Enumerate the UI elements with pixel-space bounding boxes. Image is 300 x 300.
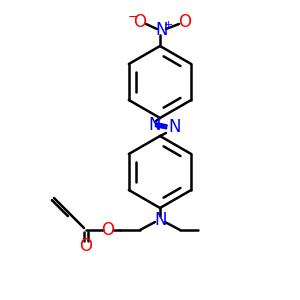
Text: O: O xyxy=(178,13,191,31)
Text: O: O xyxy=(134,13,146,31)
Text: N: N xyxy=(169,118,181,136)
Text: N: N xyxy=(149,116,161,134)
Text: O: O xyxy=(101,221,115,239)
Text: O: O xyxy=(80,237,92,255)
Text: −: − xyxy=(128,11,138,23)
Text: N: N xyxy=(155,211,167,229)
Text: N: N xyxy=(156,21,168,39)
Text: +: + xyxy=(163,20,173,30)
